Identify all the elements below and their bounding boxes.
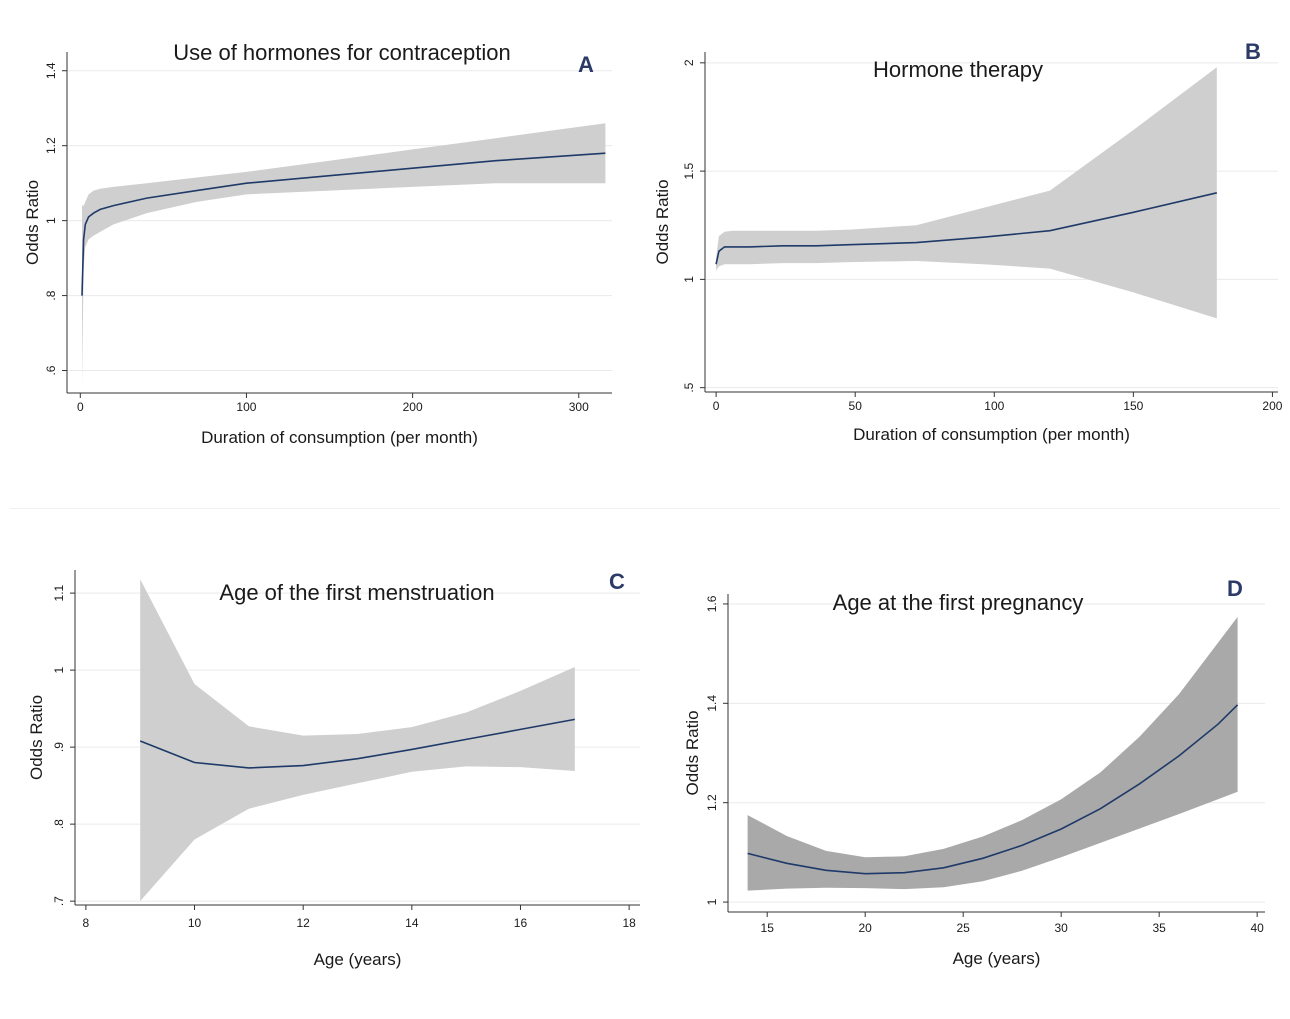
chart-d-x-tick-label-4: 35 — [1152, 921, 1166, 935]
chart-b-y-tick-label-3: 2 — [682, 59, 696, 66]
odds-ratio-chart-b: 0 50 100 150 200 .5 1 1.5 2 Hormone therapy B Durat… — [653, 39, 1283, 444]
odds-ratio-chart-d: 15 20 25 30 35 40 1 1.2 1.4 1.6 Age at the first p… — [683, 576, 1265, 968]
chart-d-x-tick-label-1: 20 — [859, 921, 873, 935]
chart-a-y-tick-label-2: 1 — [44, 217, 58, 224]
panel-divider-horizontal — [10, 508, 1280, 509]
chart-d-panel-letter: D — [1227, 576, 1243, 601]
chart-b-x-tick-label-4: 200 — [1262, 399, 1282, 413]
chart-c-x-tick-label-3: 14 — [405, 916, 419, 930]
chart-c-y-tick-label-1: .8 — [52, 819, 66, 829]
chart-a-y-tick-label-3: 1.2 — [44, 137, 58, 154]
chart-panel-c: 8 10 12 14 16 18 .7 .8 .9 1 1.1 Age of the first me… — [0, 515, 660, 1019]
chart-b-x-tick-label-3: 150 — [1123, 399, 1143, 413]
chart-b-title: Hormone therapy — [873, 57, 1043, 82]
chart-d-x-tick-label-0: 15 — [761, 921, 775, 935]
chart-d-y-tick-label-2: 1.4 — [705, 695, 719, 712]
chart-b-y-tick-label-0: .5 — [682, 382, 696, 392]
chart-d-y-tick-label-3: 1.6 — [705, 595, 719, 612]
chart-a-confidence-band — [82, 123, 606, 386]
chart-a-x-tick-label-1: 100 — [236, 400, 256, 414]
chart-b-x-tick-label-1: 50 — [849, 399, 863, 413]
chart-b-x-tick-label-2: 100 — [984, 399, 1004, 413]
chart-a-x-tick-label-0: 0 — [77, 400, 84, 414]
chart-d-y-tick-label-1: 1.2 — [705, 794, 719, 811]
chart-d-x-axis-title: Age (years) — [953, 949, 1041, 968]
chart-a-x-tick-label-2: 200 — [403, 400, 423, 414]
chart-b-confidence-band — [716, 67, 1217, 319]
chart-d-x-tick-label-3: 30 — [1054, 921, 1068, 935]
chart-a-odds-ratio-line — [81, 152, 606, 296]
chart-c-y-axis-title: Odds Ratio — [27, 695, 46, 780]
chart-c-y-tick-label-3: 1 — [52, 666, 66, 673]
chart-c-y-tick-label-0: .7 — [52, 896, 66, 906]
chart-c-title: Age of the first menstruation — [219, 580, 494, 605]
chart-c-x-tick-label-4: 16 — [514, 916, 528, 930]
chart-b-x-axis-title: Duration of consumption (per month) — [853, 425, 1130, 444]
chart-a-y-axis-title: Odds Ratio — [23, 180, 42, 265]
chart-d-odds-ratio-line — [747, 704, 1239, 875]
chart-c-panel-letter: C — [609, 569, 625, 594]
chart-b-y-tick-label-1: 1 — [682, 276, 696, 283]
chart-panel-b: 0 50 100 150 200 .5 1 1.5 2 Hormone therapy B Durat… — [640, 0, 1290, 500]
chart-c-y-tick-label-2: .9 — [52, 742, 66, 752]
chart-c-y-tick-label-4: 1.1 — [52, 584, 66, 601]
chart-b-y-axis-title: Odds Ratio — [653, 179, 672, 264]
chart-d-title: Age at the first pregnancy — [833, 590, 1084, 615]
chart-c-x-tick-label-5: 18 — [622, 916, 636, 930]
chart-a-title: Use of hormones for contraception — [173, 40, 511, 65]
chart-d-y-axis-title: Odds Ratio — [683, 710, 702, 795]
chart-b-panel-letter: B — [1245, 39, 1261, 64]
chart-c-x-tick-label-0: 8 — [83, 916, 90, 930]
chart-d-confidence-band — [747, 616, 1238, 891]
odds-ratio-chart-c: 8 10 12 14 16 18 .7 .8 .9 1 1.1 Age of the first me… — [27, 569, 640, 969]
chart-a-panel-letter: A — [578, 52, 594, 77]
odds-ratio-chart-a: 0 100 200 300 .6 .8 1 1.2 1.4 Use of hormones for… — [23, 40, 612, 447]
chart-c-x-tick-label-2: 12 — [296, 916, 310, 930]
chart-d-x-tick-label-5: 40 — [1250, 921, 1264, 935]
chart-b-y-tick-label-2: 1.5 — [682, 162, 696, 179]
chart-b-x-tick-label-0: 0 — [713, 399, 720, 413]
chart-panel-d: 15 20 25 30 35 40 1 1.2 1.4 1.6 Age at the first p… — [668, 542, 1282, 1019]
chart-c-confidence-band — [140, 579, 575, 902]
chart-b-odds-ratio-line — [715, 192, 1217, 265]
chart-panel-a: 0 100 200 300 .6 .8 1 1.2 1.4 Use of hormones for… — [0, 0, 640, 500]
chart-a-x-axis-title: Duration of consumption (per month) — [201, 428, 478, 447]
chart-a-y-tick-label-4: 1.4 — [44, 62, 58, 79]
chart-a-y-tick-label-0: .6 — [44, 365, 58, 375]
chart-a-y-tick-label-1: .8 — [44, 290, 58, 300]
chart-c-x-axis-title: Age (years) — [314, 950, 402, 969]
chart-d-y-tick-label-0: 1 — [705, 898, 719, 905]
chart-c-odds-ratio-line — [139, 718, 575, 769]
chart-d-x-tick-label-2: 25 — [957, 921, 971, 935]
chart-c-x-tick-label-1: 10 — [188, 916, 202, 930]
chart-a-x-tick-label-3: 300 — [569, 400, 589, 414]
